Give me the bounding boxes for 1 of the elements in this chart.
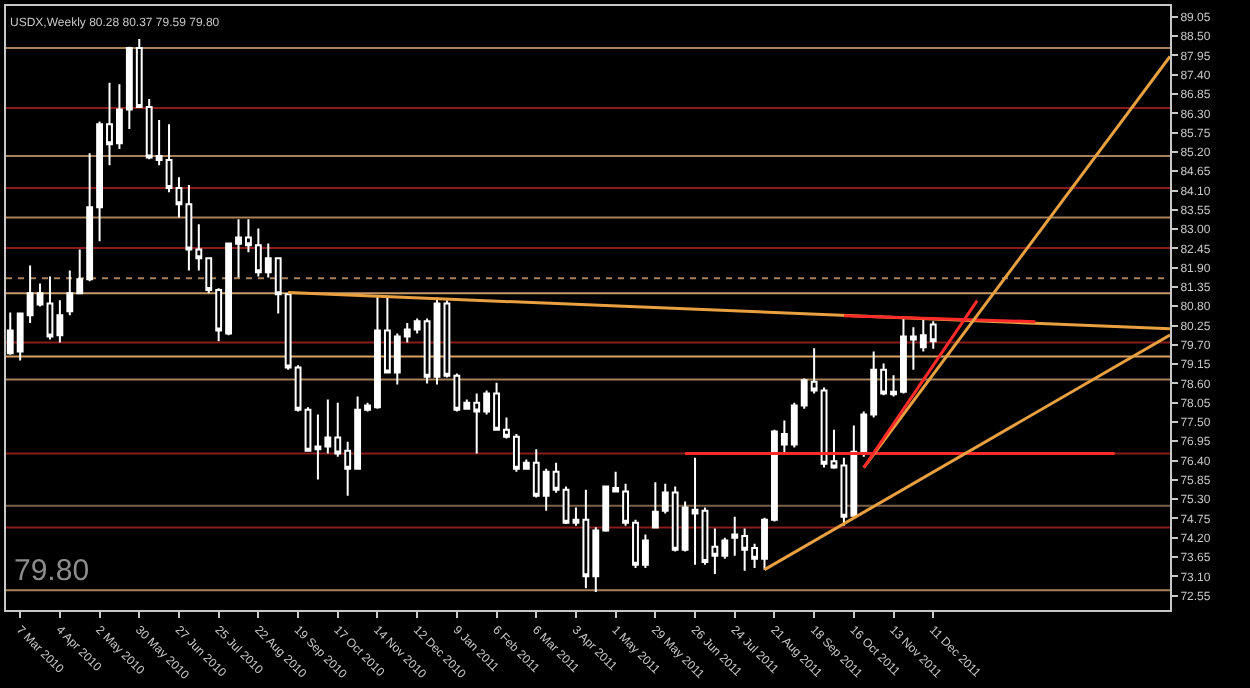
- annotation: 79.80: [14, 554, 90, 588]
